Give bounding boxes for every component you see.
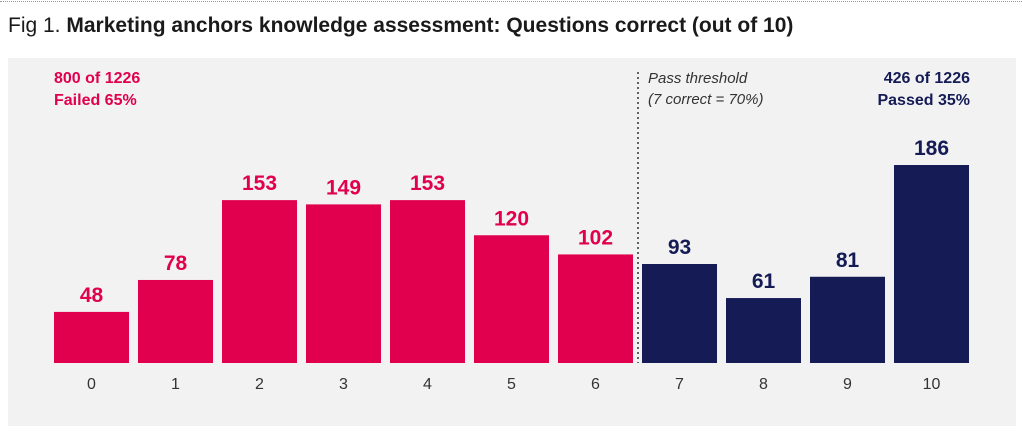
top-dotted-rule (0, 1, 1022, 2)
failed-percent: Failed 65% (54, 92, 137, 109)
passed-percent: Passed 35% (877, 92, 970, 109)
bar-value-label-4: 153 (410, 172, 445, 195)
pass-threshold-label: Pass threshold (648, 70, 748, 87)
bar-value-label-5: 120 (494, 207, 529, 230)
bar-value-label-3: 149 (326, 176, 361, 199)
figure-title: Fig 1. Marketing anchors knowledge asses… (8, 14, 793, 38)
bar-9 (810, 276, 885, 363)
bar-0 (54, 311, 129, 363)
figure-title-text: Marketing anchors knowledge assessment: … (66, 14, 794, 37)
x-tick-label-9: 9 (843, 376, 852, 393)
x-tick-label-10: 10 (923, 376, 941, 393)
x-tick-label-7: 7 (675, 376, 684, 393)
bar-8 (726, 298, 801, 363)
bar-value-label-2: 153 (242, 172, 277, 195)
x-tick-label-3: 3 (339, 376, 348, 393)
bar-4 (390, 200, 465, 363)
x-tick-label-8: 8 (759, 376, 768, 393)
bar-5 (474, 235, 549, 363)
bar-value-label-9: 81 (836, 249, 860, 272)
bar-value-label-1: 78 (164, 252, 188, 275)
x-tick-label-2: 2 (255, 376, 264, 393)
x-tick-label-1: 1 (171, 376, 180, 393)
bar-2 (222, 200, 297, 363)
figure-number: Fig 1. (8, 14, 61, 37)
bar-10 (894, 165, 969, 363)
bar-value-label-10: 186 (914, 137, 949, 160)
x-tick-label-5: 5 (507, 376, 516, 393)
passed-count: 426 of 1226 (883, 70, 970, 87)
failed-summary: 800 of 1226 Failed 65% (54, 68, 140, 112)
bar-value-label-7: 93 (668, 236, 691, 259)
pass-threshold-detail: (7 correct = 70%) (648, 91, 764, 108)
x-tick-label-6: 6 (591, 376, 600, 393)
bar-1 (138, 279, 213, 363)
bar-value-label-0: 48 (80, 284, 104, 307)
bar-value-label-6: 102 (578, 226, 613, 249)
bar-3 (306, 204, 381, 363)
pass-threshold-annotation: Pass threshold (7 correct = 70%) (648, 68, 763, 110)
bar-6 (558, 254, 633, 363)
bar-7 (642, 264, 717, 363)
x-tick-label-4: 4 (423, 376, 432, 393)
x-tick-label-0: 0 (87, 376, 96, 393)
bar-value-label-8: 61 (752, 270, 776, 293)
failed-count: 800 of 1226 (54, 70, 141, 87)
passed-summary: 426 of 1226 Passed 35% (877, 68, 970, 112)
